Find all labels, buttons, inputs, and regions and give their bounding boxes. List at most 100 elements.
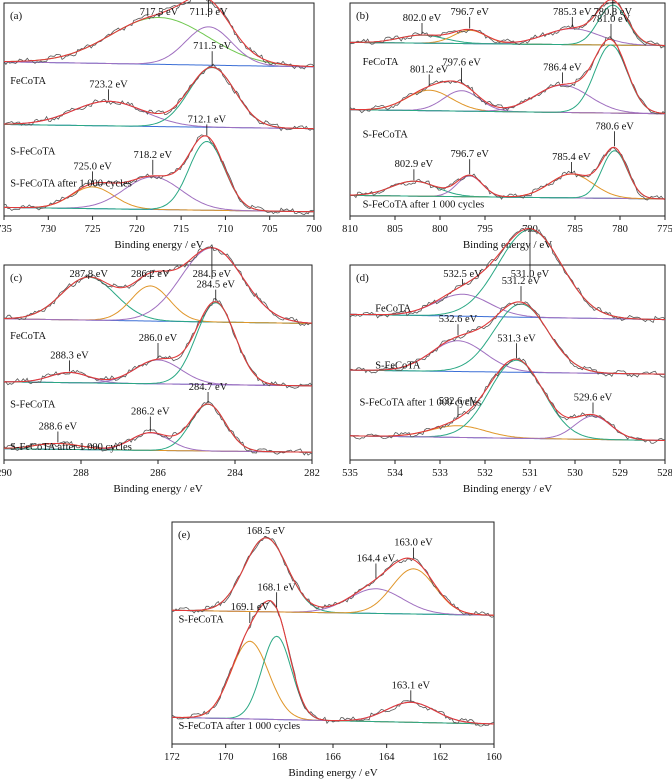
spectrum-stack: 532.6 eV 531.3 eV 529.6 eV S-FeCoTA after 1… [349,333,666,444]
x-tick-label: 529 [612,468,628,479]
x-tick-label: 775 [657,224,672,235]
peak-label: 780.8 eV [594,7,633,18]
fit-envelope [4,135,314,213]
plot-frame [349,264,666,461]
x-tick-label: 780 [612,224,628,235]
fit-component [4,17,315,68]
peak-label: 786.4 eV [543,62,582,73]
peak-label: 785.4 eV [552,152,591,163]
raw-spectrum [3,63,315,132]
sample-name: FeCoTA [10,331,46,342]
peak-label: 531.3 eV [497,333,536,344]
x-tick-label: 810 [342,224,358,235]
raw-spectrum [349,228,666,323]
peak-label: 168.5 eV [247,526,286,537]
peak-label: 286.0 eV [139,333,178,344]
x-tick-label: 286 [150,468,166,479]
spectrum-stack: 723.2 eV 711.5 eV S-FeCoTA [3,41,315,157]
panel-d: 535 534 533 532 531 530 529 528 Binding energy /… [342,227,672,495]
fit-component [4,371,312,387]
fit-component [4,67,315,130]
sample-name: S-FeCoTA after 1 000 cycles [178,721,300,732]
sample-name: FeCoTA [10,76,46,87]
spectrum-stack: 288.6 eV 286.2 eV 284.7 eV S-FeCoTA after 1… [3,382,313,456]
x-tick-label: 735 [0,224,12,235]
x-tick-label: 535 [342,468,358,479]
raw-spectrum [171,600,495,727]
spectrum-stack: 287.8 eV 286.2 eV 284.6 eV FeCoTA [3,244,313,342]
peak-label: 284.7 eV [189,382,228,393]
peak-label: 288.6 eV [39,421,78,432]
x-tick-label: 710 [218,224,234,235]
x-tick-label: 168 [271,752,287,763]
x-tick-label: 534 [387,468,404,479]
x-tick-label: 162 [432,752,448,763]
peak-label: 796.7 eV [450,7,489,18]
peak-label: 163.0 eV [394,538,433,549]
x-tick-label: 730 [40,224,56,235]
peak-label: 284.5 eV [197,280,236,291]
sample-name: S-FeCoTA [178,614,224,625]
peak-label: 287.8 eV [69,269,108,280]
x-tick-label: 700 [306,224,322,235]
peak-label: 781.0 eV [592,14,631,25]
sample-name: FeCoTA [375,304,411,315]
panel-label: (a) [10,10,23,22]
peak-label: 725.0 eV [73,161,112,172]
peak-label: 286.2 eV [131,407,170,418]
sample-name: S-FeCoTA [10,146,56,157]
fit-envelope [4,66,315,130]
raw-spectrum [3,400,313,456]
peak-label: 532.6 eV [439,314,478,325]
x-tick-label: 282 [304,468,320,479]
fit-component [350,415,665,441]
x-tick-label: 725 [85,224,101,235]
fit-component [350,84,665,115]
peak-label: 164.4 eV [357,554,396,565]
peak-label: 532.5 eV [443,269,482,280]
sample-name: S-FeCoTA after 1 000 cycles [10,178,132,189]
x-tick-label: 785 [567,224,583,235]
peak-label: 712.1 eV [188,114,227,125]
x-tick-label: 530 [567,468,583,479]
plot-frame [3,2,315,217]
x-tick-label: 533 [432,468,448,479]
x-tick-label: 284 [227,468,244,479]
peak-label: 531.2 eV [502,276,541,287]
raw-spectrum [349,357,666,444]
x-tick-label: 800 [432,224,448,235]
x-tick-label: 705 [262,224,278,235]
spectrum-stack: 802.0 eV 796.7 eV 785.3 eV 780.8 eV FeCoTA [349,0,666,68]
fit-envelope [171,599,495,725]
fit-component [4,26,314,68]
sample-name: S-FeCoTA after 1 000 cycles [359,397,481,408]
sample-name: FeCoTA [363,57,399,68]
sample-name: S-FeCoTA [375,360,421,371]
spectrum-stack: 802.9 eV 796.7 eV 785.4 eV 780.6 eV S-FeCoTA… [349,121,666,211]
spectrum-stack: 288.3 eV 286.0 eV 284.5 eV S-FeCoTA [3,280,313,410]
x-tick-label: 715 [173,224,189,235]
panel-a: 735 730 725 720 715 710 705 700 Binding energy /… [0,0,322,251]
panel-c: 290288286284282Binding energy / eV(c)287… [0,244,320,495]
fit-envelope [4,301,312,387]
peak-label: 780.6 eV [595,121,634,132]
peak-label: 717.5 eV [140,7,179,18]
fit-envelope [350,146,665,200]
fit-envelope [350,358,665,442]
peak-label: 163.1 eV [392,680,431,691]
fit-envelope [350,301,665,375]
x-tick-label: 720 [129,224,145,235]
panel-label: (d) [356,272,369,284]
spectrum-stack: 168.5 eV 164.4 eV 163.0 eV S-FeCoTA [171,526,495,625]
fit-component [4,247,313,324]
x-tick-label: 170 [218,752,234,763]
fit-component [350,173,666,200]
spectrum-stack: 532.6 eV 531.2 eV S-FeCoTA [349,276,666,378]
x-tick-label: 532 [477,468,493,479]
peak-label: 168.1 eV [257,582,296,593]
fit-component [350,150,665,200]
sample-name: S-FeCoTA [10,399,56,410]
x-axis-label: Binding energy / eV [114,239,203,251]
peak-label: 169.1 eV [231,602,270,613]
